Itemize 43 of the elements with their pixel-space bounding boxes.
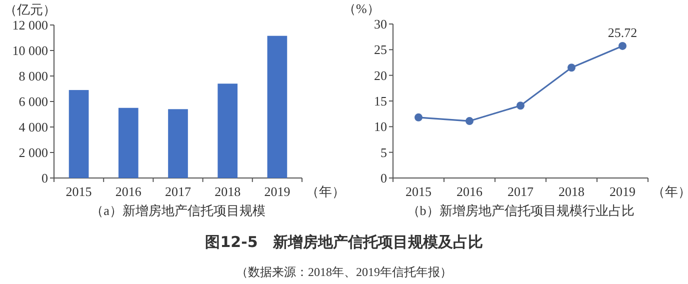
point	[568, 64, 576, 72]
y-tick-label: 2 000	[18, 145, 48, 160]
x-tick-label: 2019	[610, 184, 636, 199]
x-axis-title: （年）	[306, 184, 345, 199]
x-tick-label: 2015	[406, 184, 432, 199]
bar	[168, 109, 188, 178]
x-tick-label: 2018	[214, 184, 241, 199]
text: （a）新增房地产信托项目规模	[90, 203, 266, 218]
bar	[118, 108, 138, 178]
data-label: 25.72	[608, 24, 638, 40]
x-tick-label: 2018	[558, 184, 584, 199]
y-tick-label: 30	[374, 16, 387, 32]
y-tick-label: 10 000	[12, 43, 48, 58]
bar	[68, 90, 89, 178]
y-tick-label: 4 000	[18, 120, 48, 134]
y-tick-label: 5	[380, 144, 387, 160]
y-tick-label: 25	[374, 42, 387, 58]
text: （b）新增房地产信托项目规模行业占比	[406, 203, 634, 218]
y-tick-label: 8 000	[18, 68, 48, 84]
x-tick-label: 2015	[66, 184, 92, 199]
x-tick-label: 2016	[456, 184, 483, 199]
point	[414, 113, 422, 122]
point	[618, 42, 626, 50]
bar	[267, 36, 288, 178]
y-axis-title: （亿元）	[4, 2, 56, 17]
y-tick-label: 12 000	[12, 18, 48, 32]
bar	[218, 84, 238, 178]
x-tick-label: 2017	[165, 184, 192, 199]
y-axis-title: （%）	[343, 1, 380, 16]
y-tick-label: 20	[374, 68, 387, 83]
text: 图12-5 新增房地产信托项目规模及占比	[205, 233, 483, 251]
x-tick-label: 2019	[264, 184, 290, 199]
y-tick-label: 15	[374, 94, 387, 108]
text: （数据来源：2018年、2019年信托年报）	[236, 265, 452, 279]
y-tick-label: 0	[380, 170, 387, 186]
x-tick-label: 2017	[508, 184, 534, 199]
y-tick-label: 10	[374, 119, 387, 134]
x-tick-label: 2016	[115, 184, 142, 199]
y-tick-label: 0	[42, 170, 48, 186]
point	[466, 117, 474, 126]
y-tick-label: 6 000	[18, 94, 48, 109]
x-axis-title: （年）	[652, 184, 688, 199]
point	[516, 102, 524, 110]
